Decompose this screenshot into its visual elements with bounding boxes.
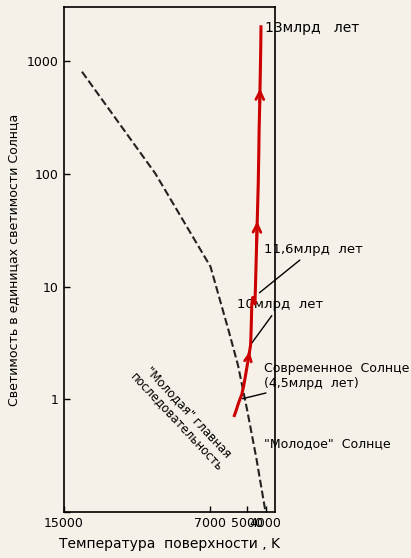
Text: 10млрд  лет: 10млрд лет xyxy=(237,297,323,343)
Text: Современное  Солнце
(4,5млрд  лет): Современное Солнце (4,5млрд лет) xyxy=(242,362,409,399)
Y-axis label: Светимость в единицах светимости Солнца: Светимость в единицах светимости Солнца xyxy=(7,113,20,406)
X-axis label: Температура  поверхности , K: Температура поверхности , K xyxy=(59,537,279,551)
Text: "Молодое"  Солнце: "Молодое" Солнце xyxy=(264,437,391,450)
Text: 13млрд   лет: 13млрд лет xyxy=(265,21,359,35)
Text: 11,6млрд  лет: 11,6млрд лет xyxy=(259,243,363,293)
Text: "Молодая" главная
последовательность: "Молодая" главная последовательность xyxy=(129,360,237,474)
